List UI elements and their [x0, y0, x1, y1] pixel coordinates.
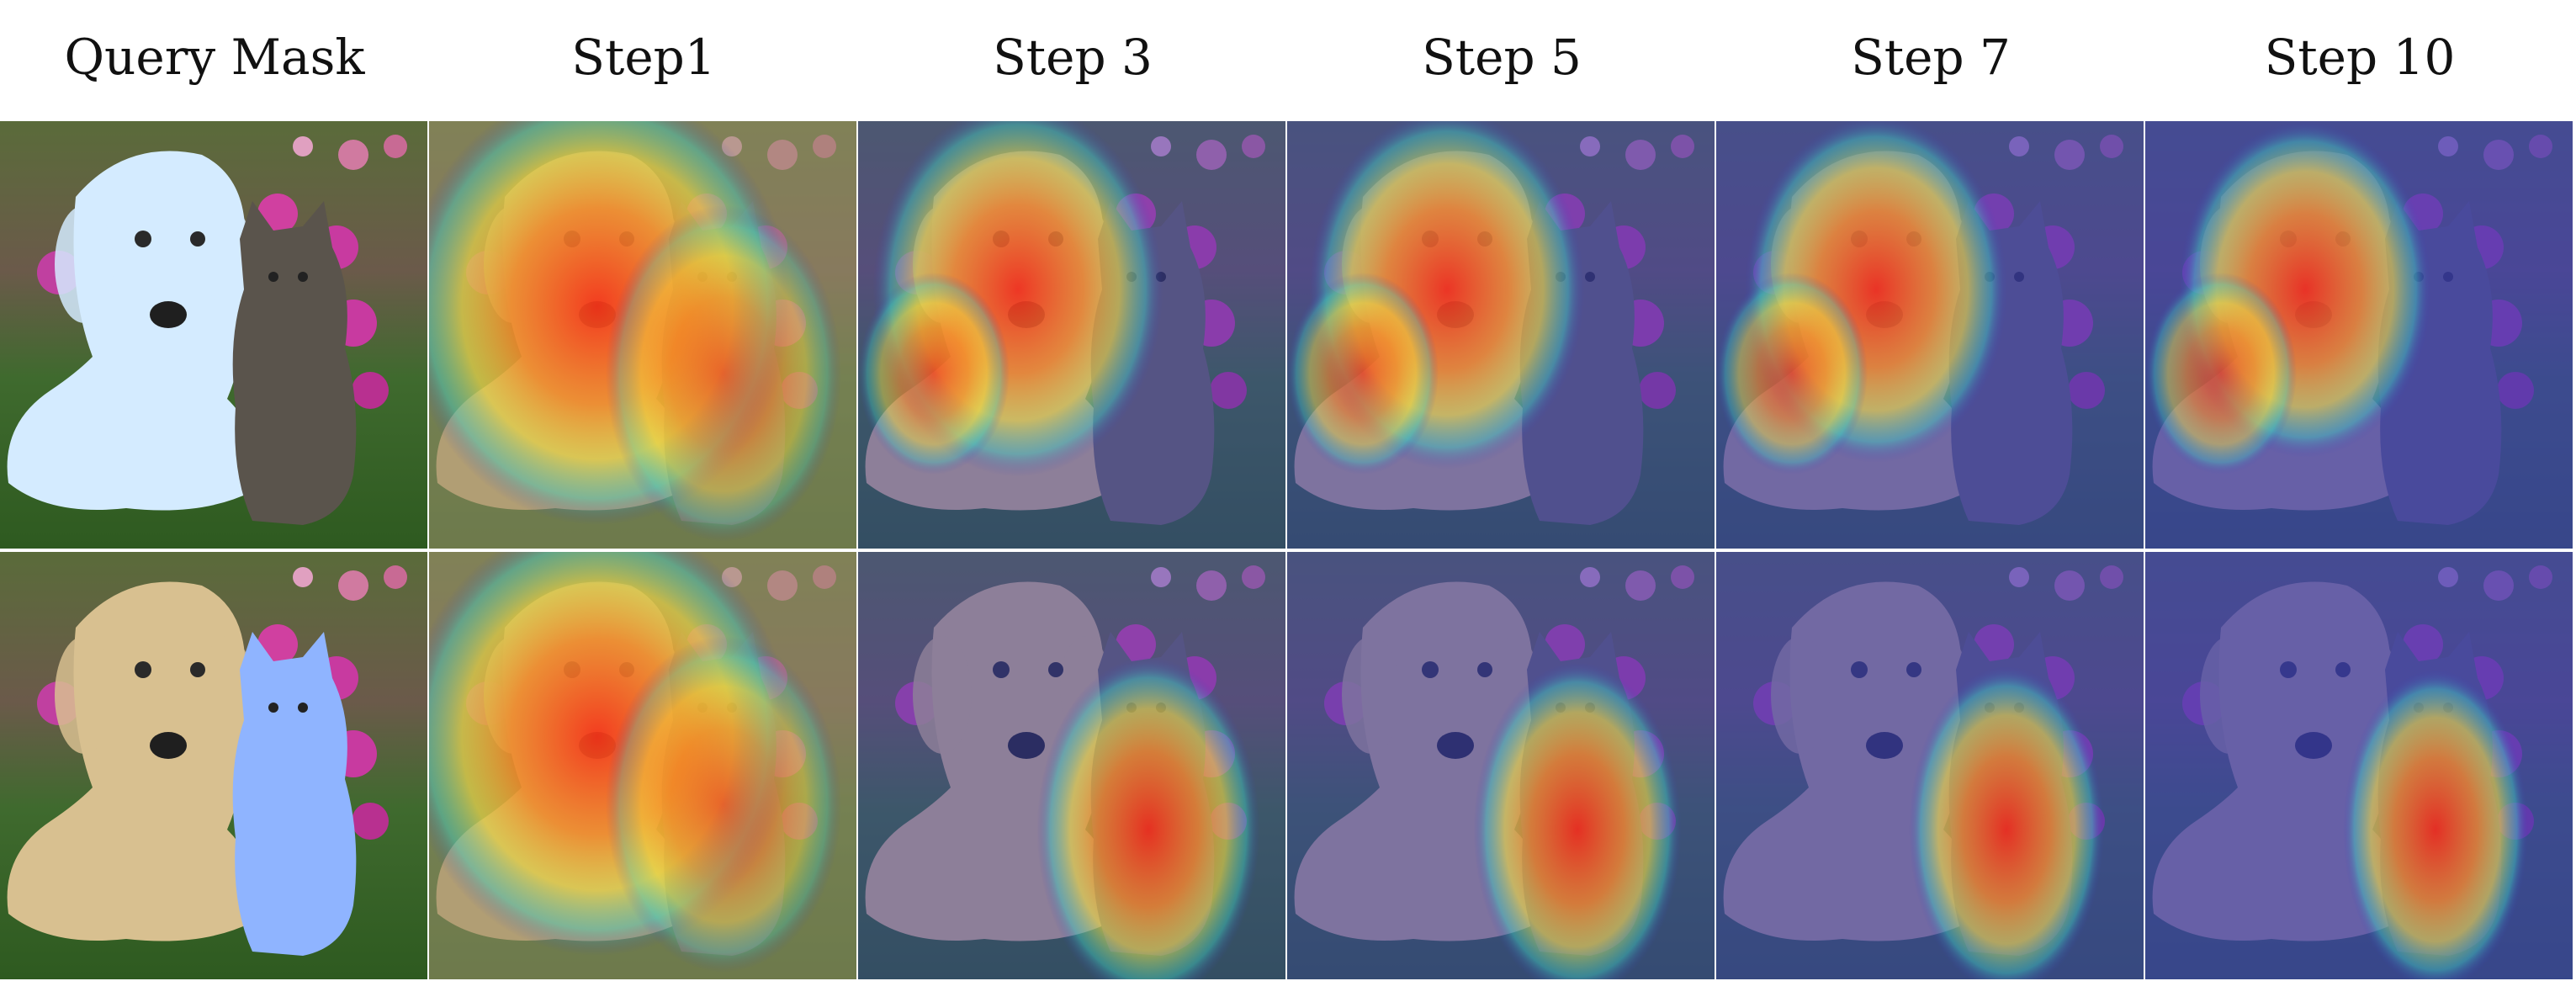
query-mask-cat — [0, 552, 427, 979]
column-title-query-mask: Query Mask — [64, 29, 365, 86]
attention-map-cat-step10 — [2145, 552, 2573, 979]
attention-map-dog-step1 — [429, 121, 856, 549]
attention-heatmap-image — [2145, 121, 2573, 549]
attention-heatmap-image — [858, 552, 1285, 979]
attention-map-dog-step3 — [858, 121, 1285, 549]
attention-map-cat-step3 — [858, 552, 1285, 979]
column-title-step10: Step 10 — [2264, 29, 2456, 86]
attention-heatmap-image — [1716, 121, 2144, 549]
query-mask-image — [0, 121, 427, 549]
attention-map-cat-step7 — [1716, 552, 2144, 979]
column-title-step1: Step1 — [571, 29, 716, 86]
column-header-row: Query Mask Step1 Step 3 Step 5 Step 7 St… — [0, 0, 2576, 121]
attention-heatmap-image — [2145, 552, 2573, 979]
attention-map-cat-step5 — [1287, 552, 1715, 979]
query-mask-dog — [0, 121, 427, 549]
column-title-step3: Step 3 — [993, 29, 1153, 86]
attention-heatmap-image — [1287, 121, 1715, 549]
attention-map-cat-step1 — [429, 552, 856, 979]
attention-map-dog-step10 — [2145, 121, 2573, 549]
column-title-step5: Step 5 — [1422, 29, 1582, 86]
attention-heatmap-image — [858, 121, 1285, 549]
query-mask-image — [0, 552, 427, 979]
attention-heatmap-image — [1287, 552, 1715, 979]
attention-heatmap-image — [429, 121, 856, 549]
column-title-step7: Step 7 — [1851, 29, 2011, 86]
attention-map-dog-step5 — [1287, 121, 1715, 549]
attention-grid — [0, 121, 2576, 981]
attention-heatmap-image — [1716, 552, 2144, 979]
attention-map-dog-step7 — [1716, 121, 2144, 549]
attention-heatmap-image — [429, 552, 856, 979]
